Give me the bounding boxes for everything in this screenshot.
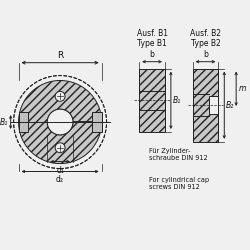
Text: b: b [203,50,208,59]
Text: d₁: d₁ [56,166,64,174]
Bar [18,112,28,132]
Text: B₁: B₁ [173,96,181,105]
Polygon shape [18,80,102,164]
Bar [193,68,218,142]
Bar [92,112,102,132]
Text: Für Zylinder-
schraube DIN 912: Für Zylinder- schraube DIN 912 [149,148,208,161]
Text: R: R [57,51,63,60]
Bar [139,68,165,132]
Text: Ausf. B2
Type B2: Ausf. B2 Type B2 [190,29,221,48]
Text: B₂: B₂ [226,101,234,110]
Text: Ausf. B1
Type B1: Ausf. B1 Type B1 [136,29,168,48]
Text: d₂: d₂ [56,176,64,184]
Text: B₁: B₁ [0,118,8,126]
Text: For cylindrical cap
screws DIN 912: For cylindrical cap screws DIN 912 [149,178,209,190]
Circle shape [47,109,73,135]
Circle shape [55,143,65,153]
Circle shape [55,91,65,101]
Text: m: m [239,84,246,93]
Bar [210,96,218,114]
Text: b: b [150,50,154,59]
